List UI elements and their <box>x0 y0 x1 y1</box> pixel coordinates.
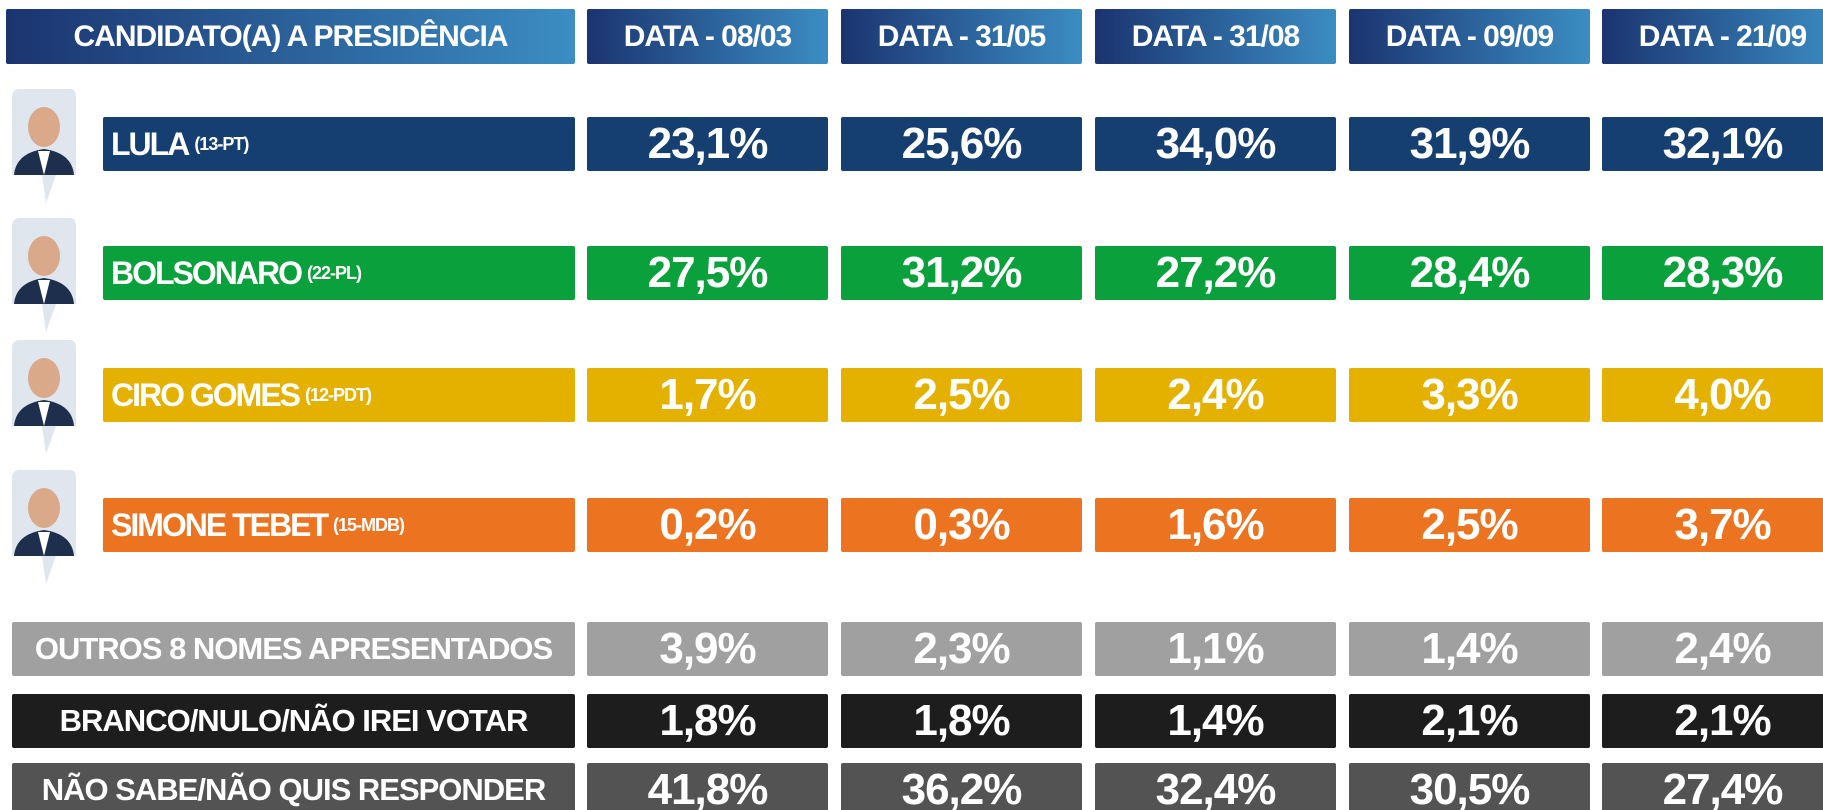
value-cell: 1,4% <box>1095 694 1336 748</box>
value-cell: 27,2% <box>1095 246 1336 300</box>
party: (15-MDB) <box>333 515 404 536</box>
poll-table: CANDIDATO(A) A PRESIDÊNCIADATA - 08/03DA… <box>0 0 1823 810</box>
row-label: NÃO SABE/NÃO QUIS RESPONDER <box>12 763 575 810</box>
value-cell: 30,5% <box>1349 763 1590 810</box>
row-label: OUTROS 8 NOMES APRESENTADOS <box>12 622 575 676</box>
value-cell: 32,1% <box>1602 117 1823 171</box>
value-cell: 4,0% <box>1602 368 1823 422</box>
value-cell: 1,4% <box>1349 622 1590 676</box>
candidate-name: CIRO GOMES (12-PDT) <box>103 368 575 422</box>
value-cell: 2,5% <box>841 368 1082 422</box>
value-cell: 2,4% <box>1095 368 1336 422</box>
value-cell: 0,3% <box>841 498 1082 552</box>
value-cell: 23,1% <box>587 117 828 171</box>
name-text: CIRO GOMES <box>111 377 299 414</box>
value-cell: 1,7% <box>587 368 828 422</box>
party: (13-PT) <box>194 134 248 155</box>
value-cell: 31,9% <box>1349 117 1590 171</box>
value-cell: 25,6% <box>841 117 1082 171</box>
value-cell: 28,4% <box>1349 246 1590 300</box>
value-cell: 32,4% <box>1095 763 1336 810</box>
value-cell: 28,3% <box>1602 246 1823 300</box>
value-cell: 3,3% <box>1349 368 1590 422</box>
name-text: SIMONE TEBET <box>111 507 327 544</box>
header-cell: DATA - 21/09 <box>1602 9 1823 64</box>
value-cell: 27,5% <box>587 246 828 300</box>
value-cell: 3,9% <box>587 622 828 676</box>
value-cell: 1,8% <box>587 694 828 748</box>
value-cell: 2,4% <box>1602 622 1823 676</box>
value-cell: 27,4% <box>1602 763 1823 810</box>
value-cell: 34,0% <box>1095 117 1336 171</box>
value-cell: 36,2% <box>841 763 1082 810</box>
header-cell: CANDIDATO(A) A PRESIDÊNCIA <box>6 9 575 64</box>
value-cell: 1,8% <box>841 694 1082 748</box>
value-cell: 2,1% <box>1602 694 1823 748</box>
name-text: BOLSONARO <box>111 255 301 292</box>
value-cell: 2,1% <box>1349 694 1590 748</box>
candidate-photo <box>8 87 78 207</box>
header-cell: DATA - 08/03 <box>587 9 828 64</box>
candidate-name: SIMONE TEBET (15-MDB) <box>103 498 575 552</box>
value-cell: 3,7% <box>1602 498 1823 552</box>
candidate-name: BOLSONARO (22-PL) <box>103 246 575 300</box>
header-cell: DATA - 31/05 <box>841 9 1082 64</box>
candidate-photo <box>8 216 78 336</box>
value-cell: 1,6% <box>1095 498 1336 552</box>
header-cell: DATA - 09/09 <box>1349 9 1590 64</box>
value-cell: 1,1% <box>1095 622 1336 676</box>
value-cell: 2,5% <box>1349 498 1590 552</box>
value-cell: 0,2% <box>587 498 828 552</box>
value-cell: 2,3% <box>841 622 1082 676</box>
candidate-name: LULA (13-PT) <box>103 117 575 171</box>
header-cell: DATA - 31/08 <box>1095 9 1336 64</box>
party: (12-PDT) <box>305 385 371 406</box>
candidate-photo <box>8 338 78 458</box>
candidate-photo <box>8 468 78 588</box>
row-label: BRANCO/NULO/NÃO IREI VOTAR <box>12 694 575 748</box>
party: (22-PL) <box>307 263 361 284</box>
value-cell: 41,8% <box>587 763 828 810</box>
value-cell: 31,2% <box>841 246 1082 300</box>
name-text: LULA <box>111 126 188 163</box>
